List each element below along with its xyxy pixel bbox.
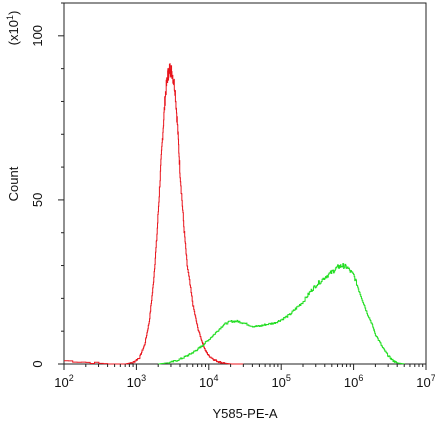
x-tick-label: 105 (271, 373, 290, 390)
x-tick-label: 106 (344, 373, 363, 390)
y-axis-label: Count (6, 166, 21, 201)
x-tick-label: 102 (54, 373, 73, 390)
y-tick-label: 100 (30, 25, 45, 47)
series-layer (64, 63, 405, 365)
y-tick-label: 50 (30, 193, 45, 207)
series-line-1 (64, 63, 244, 365)
x-tick-label: 104 (199, 373, 218, 390)
y-multiplier-suffix: ) (6, 11, 21, 15)
y-tick-label: 0 (30, 360, 45, 367)
x-axis-ticks: 102 103 104 105 106 107 (54, 364, 435, 390)
series-line-2 (158, 263, 405, 365)
y-multiplier-prefix: (x10 (6, 20, 21, 45)
plot-frame (63, 2, 427, 365)
y-multiplier-exponent: 1 (5, 15, 15, 20)
x-tick-label: 103 (127, 373, 146, 390)
y-multiplier-label: (x101) (5, 11, 21, 46)
x-tick-label: 107 (416, 373, 435, 390)
y-axis-ticks: 0 50 100 (30, 2, 64, 368)
x-axis-label: Y585-PE-A (212, 406, 277, 421)
